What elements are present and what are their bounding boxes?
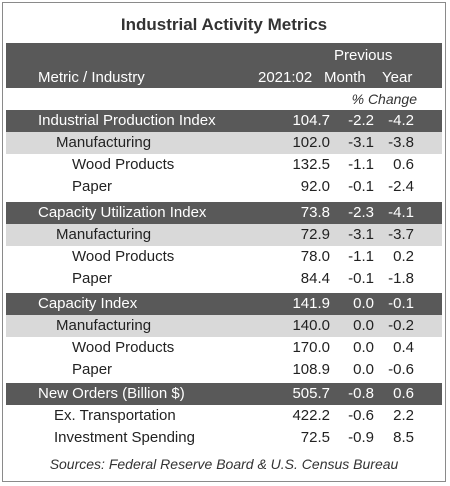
- header-month: Month: [324, 69, 366, 86]
- row-month-change: 0.0: [353, 361, 374, 378]
- row-value: 92.0: [300, 178, 330, 195]
- table-row: Capacity Utilization Index 73.8 -2.3 -4.1: [6, 202, 442, 224]
- metrics-table-card: Industrial Activity Metrics Previous Met…: [2, 2, 446, 482]
- table-row: Industrial Production Index 104.7 -2.2 -4.2: [6, 110, 442, 132]
- row-value: 108.9: [292, 361, 330, 378]
- row-value: 104.7: [292, 112, 330, 129]
- row-label: Manufacturing: [56, 134, 152, 151]
- row-year-change: 8.5: [393, 429, 414, 446]
- row-year-change: 0.6: [393, 156, 414, 173]
- row-year-change: -3.7: [388, 226, 414, 243]
- row-value: 73.8: [300, 204, 330, 221]
- row-label: New Orders (Billion $): [38, 385, 185, 402]
- row-label: Manufacturing: [56, 226, 152, 243]
- row-label: Wood Products: [72, 339, 175, 356]
- row-month-change: -0.1: [348, 178, 374, 195]
- header-previous: Previous: [334, 47, 393, 64]
- row-year-change: 0.2: [393, 248, 414, 265]
- row-month-change: -1.1: [348, 248, 374, 265]
- table-row: New Orders (Billion $) 505.7 -0.8 0.6: [6, 383, 442, 405]
- row-value: 84.4: [300, 270, 330, 287]
- row-month-change: 0.0: [353, 295, 374, 312]
- table-row: Capacity Index 141.9 0.0 -0.1: [6, 293, 442, 315]
- row-year-change: 0.6: [393, 385, 414, 402]
- row-month-change: -0.1: [348, 270, 374, 287]
- row-value: 170.0: [292, 339, 330, 356]
- row-year-change: 0.4: [393, 339, 414, 356]
- row-month-change: -3.1: [348, 134, 374, 151]
- table-row: Wood Products 132.5 -1.1 0.6: [6, 154, 442, 176]
- row-value: 141.9: [292, 295, 330, 312]
- header-metric: Metric / Industry: [38, 69, 145, 86]
- row-year-change: -0.2: [388, 317, 414, 334]
- row-value: 72.5: [300, 429, 330, 446]
- source-note: Sources: Federal Reserve Board & U.S. Ce…: [49, 456, 399, 472]
- table-row: Wood Products 78.0 -1.1 0.2: [6, 246, 442, 268]
- table-row: Manufacturing 140.0 0.0 -0.2: [6, 315, 442, 337]
- row-year-change: -0.6: [388, 361, 414, 378]
- row-year-change: 2.2: [393, 407, 414, 424]
- table-row: Wood Products 170.0 0.0 0.4: [6, 337, 442, 359]
- row-month-change: 0.0: [353, 339, 374, 356]
- row-value: 505.7: [292, 385, 330, 402]
- header-year: Year: [382, 69, 413, 86]
- table-row: Investment Spending 72.5 -0.9 8.5: [6, 427, 442, 449]
- row-value: 422.2: [292, 407, 330, 424]
- row-year-change: -4.2: [388, 112, 414, 129]
- row-label: Manufacturing: [56, 317, 152, 334]
- row-year-change: -2.4: [388, 178, 414, 195]
- row-year-change: -3.8: [388, 134, 414, 151]
- table-row: Paper 84.4 -0.1 -1.8: [6, 268, 442, 290]
- row-month-change: -0.8: [348, 385, 374, 402]
- row-value: 78.0: [300, 248, 330, 265]
- table-title: Industrial Activity Metrics: [120, 15, 328, 34]
- row-year-change: -0.1: [388, 295, 414, 312]
- row-value: 72.9: [300, 226, 330, 243]
- row-month-change: -2.3: [348, 204, 374, 221]
- row-month-change: -3.1: [348, 226, 374, 243]
- row-month-change: 0.0: [353, 317, 374, 334]
- header-period: 2021:02: [258, 69, 313, 86]
- row-label: Paper: [72, 361, 113, 378]
- row-label: Wood Products: [72, 248, 175, 265]
- row-label: Wood Products: [72, 156, 175, 173]
- table-row: Paper 92.0 -0.1 -2.4: [6, 176, 442, 198]
- row-year-change: -4.1: [388, 204, 414, 221]
- row-label: Capacity Index: [38, 295, 138, 312]
- pct-change-label: % Change: [351, 91, 417, 107]
- row-month-change: -2.2: [348, 112, 374, 129]
- row-value: 132.5: [292, 156, 330, 173]
- row-year-change: -1.8: [388, 270, 414, 287]
- row-value: 102.0: [292, 134, 330, 151]
- table-row: Manufacturing 72.9 -3.1 -3.7: [6, 224, 442, 246]
- row-label: Paper: [72, 270, 113, 287]
- row-month-change: -0.6: [348, 407, 374, 424]
- row-label: Investment Spending: [54, 429, 195, 446]
- row-label: Capacity Utilization Index: [38, 204, 207, 221]
- table-row: Paper 108.9 0.0 -0.6: [6, 359, 442, 381]
- table-row: Ex. Transportation 422.2 -0.6 2.2: [6, 405, 442, 427]
- row-month-change: -1.1: [348, 156, 374, 173]
- row-month-change: -0.9: [348, 429, 374, 446]
- subheader: % Change: [3, 91, 439, 109]
- row-label: Industrial Production Index: [38, 112, 216, 129]
- table-header: Previous Metric / Industry 2021:02 Month…: [6, 43, 442, 88]
- row-label: Ex. Transportation: [54, 407, 176, 424]
- row-label: Paper: [72, 178, 113, 195]
- row-value: 140.0: [292, 317, 330, 334]
- table-row: Manufacturing 102.0 -3.1 -3.8: [6, 132, 442, 154]
